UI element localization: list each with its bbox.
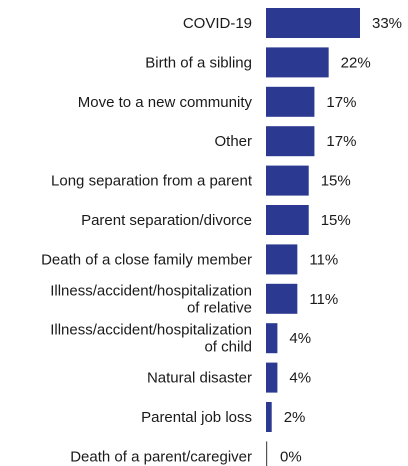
bar [266,283,298,314]
category-label: Illness/accident/hospitalization of child [50,322,252,356]
bar [266,86,315,117]
bar [266,126,315,157]
value-label: 22% [341,54,371,71]
bar [266,244,298,275]
category-label: Other [214,133,252,150]
value-label: 15% [321,173,351,190]
category-label: Move to a new community [78,94,253,111]
category-label: Parental job loss [141,409,252,426]
bar [266,205,309,235]
bar [266,402,272,432]
value-label: 17% [326,94,356,111]
bar [266,47,329,78]
value-label: 4% [289,330,311,347]
bar [266,8,360,38]
category-label: Illness/accident/hospitalization of relat… [50,282,252,316]
value-label: 11% [309,291,338,308]
bar [266,441,268,466]
bar [266,323,278,354]
value-label: 15% [321,212,351,229]
category-label: Natural disaster [147,370,252,387]
category-label: Death of a parent/caregiver [70,448,252,465]
category-label: Long separation from a parent [51,173,253,190]
value-label: 4% [289,370,311,387]
value-label: 11% [309,251,338,268]
category-label: COVID-19 [183,15,252,32]
value-label: 2% [284,409,306,426]
category-label: Birth of a sibling [145,54,252,71]
category-label: Parent separation/divorce [81,212,252,229]
bar [266,165,309,196]
value-label: 33% [372,15,402,32]
category-label: Death of a close family member [41,251,252,268]
value-label: 0% [280,448,302,465]
bar [266,362,278,393]
value-label: 17% [326,133,356,150]
